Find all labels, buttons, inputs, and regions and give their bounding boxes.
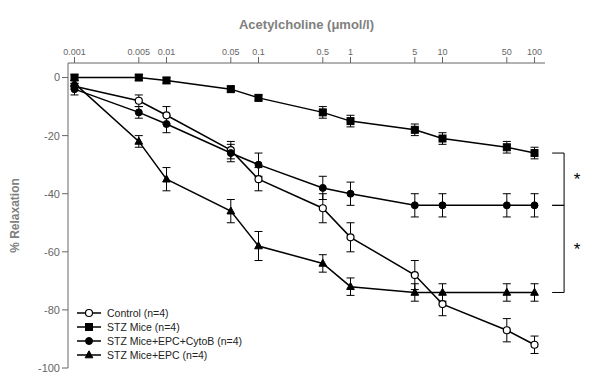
svg-text:1: 1 [348, 47, 353, 57]
svg-text:Acetylcholine (μmol/l): Acetylcholine (μmol/l) [239, 17, 374, 32]
svg-text:0.1: 0.1 [252, 47, 265, 57]
svg-text:10: 10 [438, 47, 448, 57]
svg-text:*: * [574, 170, 581, 189]
svg-text:0.001: 0.001 [63, 47, 86, 57]
svg-text:0.01: 0.01 [158, 47, 176, 57]
svg-text:-40: -40 [44, 188, 60, 200]
svg-text:-60: -60 [44, 246, 60, 258]
svg-text:*: * [574, 240, 581, 259]
svg-text:100: 100 [527, 47, 542, 57]
svg-text:% Relaxation: % Relaxation [8, 178, 22, 253]
svg-text:-80: -80 [44, 304, 60, 316]
svg-text:-100: -100 [38, 362, 60, 374]
svg-text:0.5: 0.5 [317, 47, 330, 57]
svg-text:-20: -20 [44, 130, 60, 142]
svg-text:0.005: 0.005 [128, 47, 151, 57]
html-text:STZ Mice+EPC (n=4): STZ Mice+EPC (n=4) [107, 349, 208, 361]
html-text:Control (n=4): Control (n=4) [107, 307, 169, 319]
svg-text:0: 0 [54, 71, 60, 83]
html-text:STZ Mice+EPC+CytoB (n=4): STZ Mice+EPC+CytoB (n=4) [107, 335, 243, 347]
html-text:STZ Mice (n=4): STZ Mice (n=4) [107, 321, 180, 333]
svg-text:0.05: 0.05 [222, 47, 240, 57]
svg-text:50: 50 [502, 47, 512, 57]
svg-text:5: 5 [412, 47, 417, 57]
